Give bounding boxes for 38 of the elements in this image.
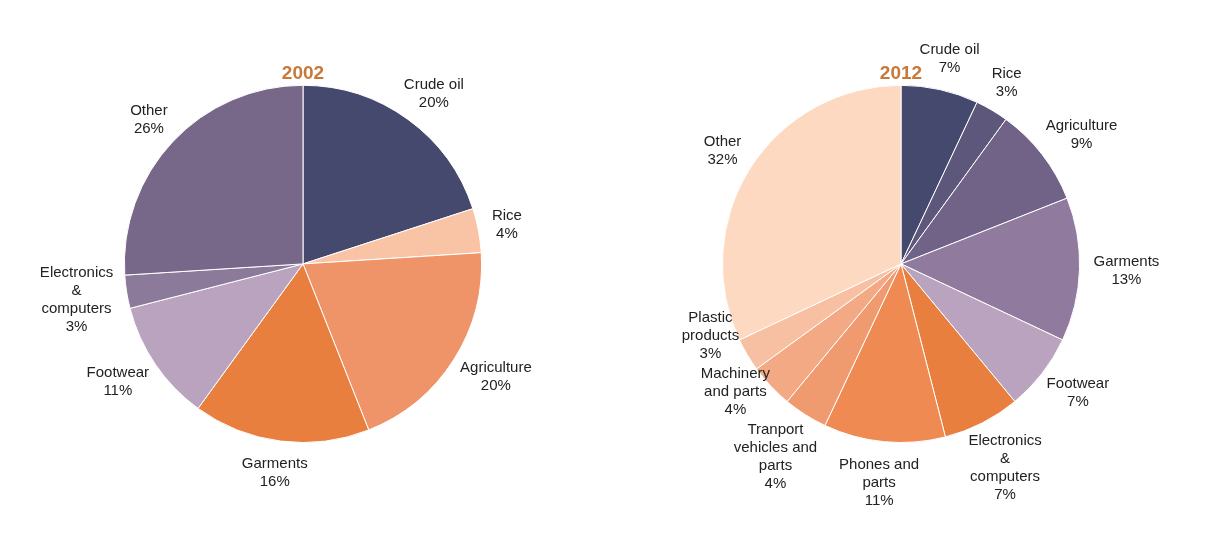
data-label: 26% xyxy=(133,118,164,136)
slice-label: Other xyxy=(703,132,742,150)
data-label: 20% xyxy=(418,92,449,110)
slice-label: Tranport vehicles and parts xyxy=(733,420,818,474)
data-label: 7% xyxy=(994,484,1016,502)
slice-label: Rice xyxy=(991,63,1022,81)
slice-label: Footwear xyxy=(86,363,150,381)
slice-label: Crude oil xyxy=(403,74,464,92)
data-label: 4% xyxy=(724,400,747,418)
data-label: 32% xyxy=(707,150,738,168)
data-label: 3% xyxy=(995,81,1018,99)
slice-label: Agriculture xyxy=(460,357,532,375)
data-label: 9% xyxy=(1070,133,1093,151)
data-label: 13% xyxy=(1111,269,1142,287)
slice-label: Footwear xyxy=(1046,374,1110,392)
data-label: 4% xyxy=(764,474,787,492)
data-label: 20% xyxy=(480,375,511,393)
slice-label: Phones and parts xyxy=(839,454,920,490)
data-label: 3% xyxy=(65,316,88,334)
slice-label: Crude oil xyxy=(919,39,980,57)
slice-label: Electronics & computers xyxy=(39,262,114,316)
slice-label: Plastic products xyxy=(681,307,740,343)
data-label: 4% xyxy=(496,223,518,241)
data-label: 11% xyxy=(864,490,894,508)
chart-title: 2002 xyxy=(281,61,325,83)
slice-label: Machinery and parts xyxy=(700,364,771,400)
data-label: 11% xyxy=(103,381,133,399)
slice-label: Other xyxy=(130,100,168,118)
slice-label: Electronics & computers xyxy=(968,430,1042,484)
slice-label: Garments xyxy=(1093,251,1160,269)
data-label: 3% xyxy=(699,343,722,361)
slice-label: Agriculture xyxy=(1045,115,1118,133)
slice-label: Rice xyxy=(491,205,522,223)
data-label: 7% xyxy=(938,57,961,75)
data-label: 7% xyxy=(1067,392,1089,410)
text: 2012 xyxy=(879,61,923,83)
data-label: 16% xyxy=(259,471,290,489)
slice-label: Garments xyxy=(241,453,308,471)
